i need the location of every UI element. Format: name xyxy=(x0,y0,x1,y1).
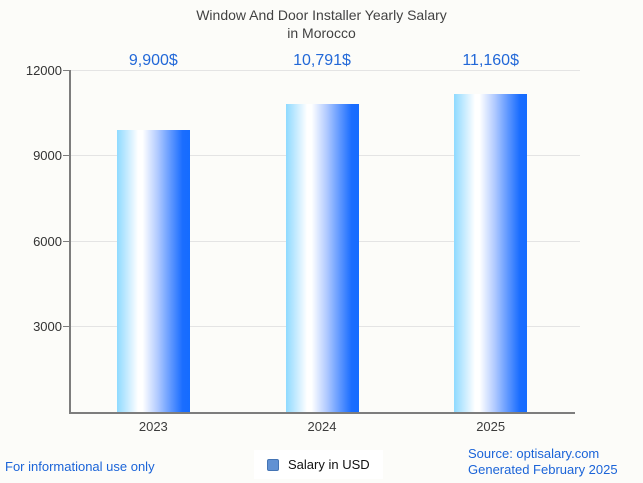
bar-value-label-2025: 11,160$ xyxy=(462,52,519,69)
y-axis-label-6000: 6000 xyxy=(33,233,62,249)
bar-2025[interactable] xyxy=(454,93,528,412)
legend[interactable]: Salary in USD xyxy=(254,450,383,479)
source-link[interactable]: Source: optisalary.com xyxy=(468,446,600,461)
bar-2023[interactable] xyxy=(116,129,190,412)
chart-title-line2: in Morocco xyxy=(287,25,356,41)
chart-title: Window And Door Installer Yearly Salary … xyxy=(0,6,643,42)
source-block: Source: optisalary.com Generated Februar… xyxy=(468,446,618,478)
y-axis-tick-12000 xyxy=(63,69,69,71)
x-axis-label-2024: 2024 xyxy=(307,419,337,434)
x-axis-label-2025: 2025 xyxy=(476,419,506,434)
y-axis-label-9000: 9000 xyxy=(33,148,62,163)
bar-2024[interactable] xyxy=(285,104,359,412)
x-axis-line xyxy=(69,412,575,414)
y-axis-tick-9000 xyxy=(63,155,69,156)
legend-label: Salary in USD xyxy=(288,457,370,472)
gridline-12000 xyxy=(69,69,580,71)
legend-marker-icon xyxy=(267,458,279,471)
bar-value-label-2024: 10,791$ xyxy=(293,52,351,69)
y-axis-tick-6000 xyxy=(63,240,69,242)
y-axis-line xyxy=(69,70,71,412)
bar-value-label-2023: 9,900$ xyxy=(128,52,178,69)
y-axis-tick-3000 xyxy=(63,326,69,327)
chart-title-line1: Window And Door Installer Yearly Salary xyxy=(196,7,447,23)
disclaimer-text: For informational use only xyxy=(5,459,155,474)
y-axis-label-12000: 12000 xyxy=(25,62,62,78)
x-axis-label-2023: 2023 xyxy=(138,419,168,434)
generated-text: Generated February 2025 xyxy=(468,462,618,477)
y-axis-label-3000: 3000 xyxy=(33,319,62,334)
